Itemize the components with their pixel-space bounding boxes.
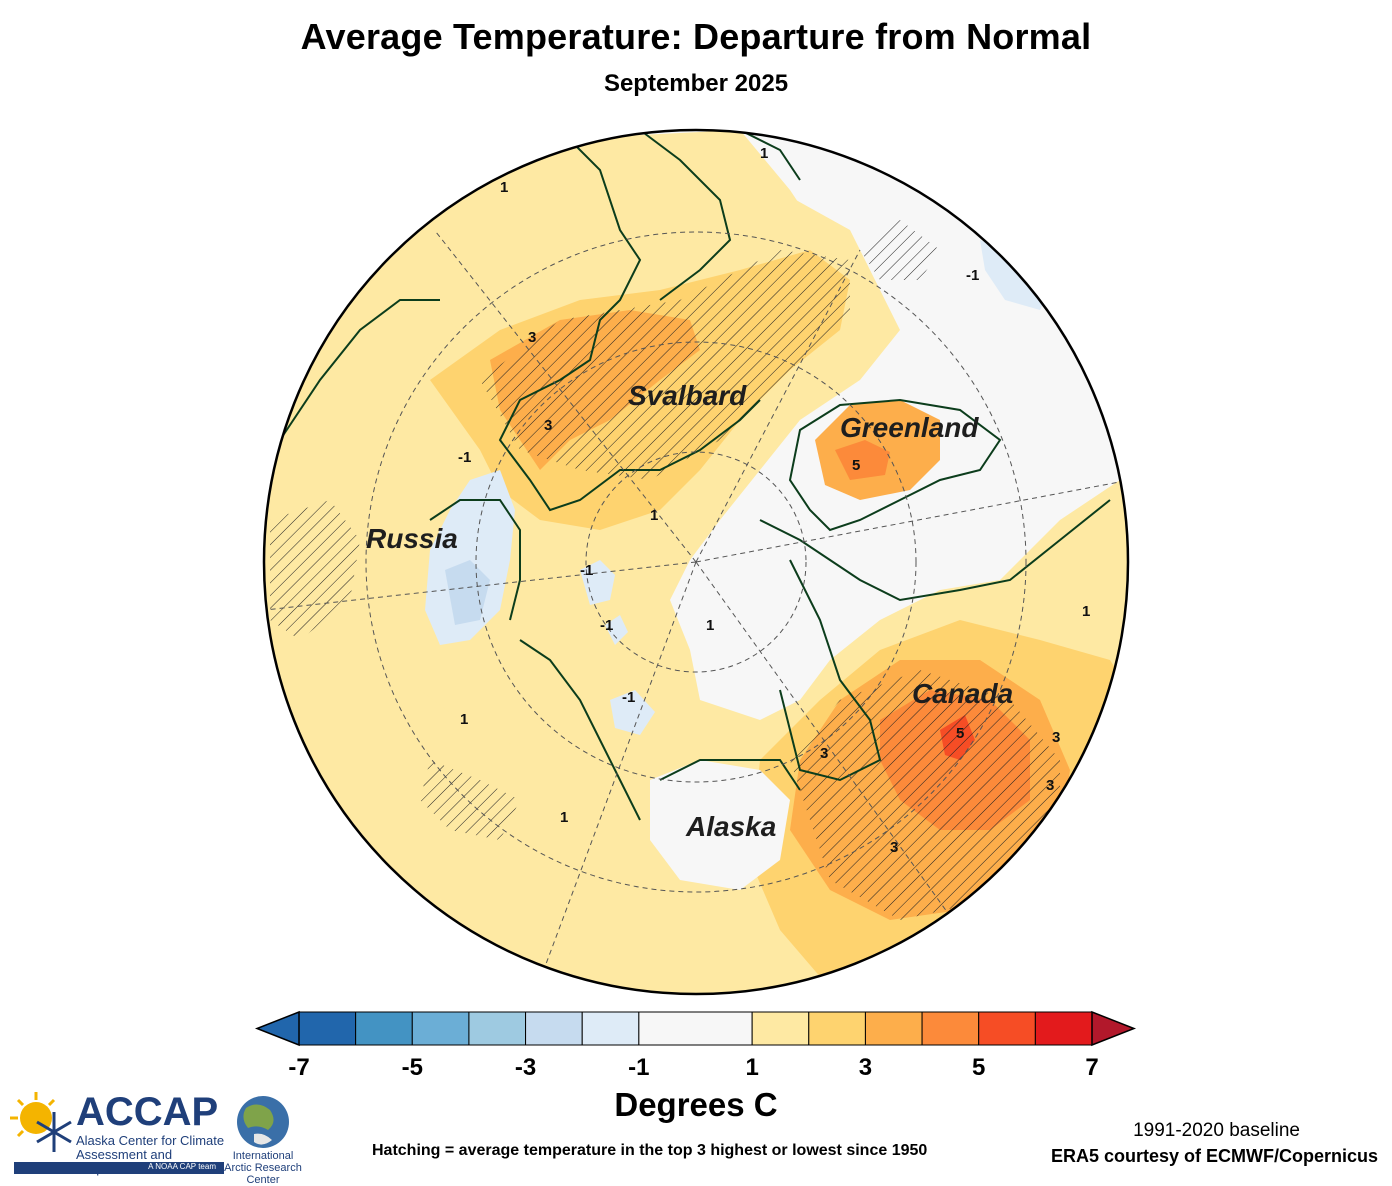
colorbar-tick-label: 1 xyxy=(745,1054,758,1081)
contour-label: 3 xyxy=(528,329,536,346)
contour-label: -1 xyxy=(580,562,593,579)
anomaly-minus1-arctic-b xyxy=(605,615,628,645)
contour-label: -1 xyxy=(458,449,471,466)
iarc-logo: International Arctic Research Center xyxy=(218,1094,308,1186)
contour-label: 5 xyxy=(956,725,964,742)
anomaly-minus1-arctic-a xyxy=(580,560,615,605)
near-normal-alaska xyxy=(650,760,790,890)
map-boundary xyxy=(262,128,1130,996)
contour-label: 1 xyxy=(500,179,508,196)
colorbar-bin xyxy=(921,1011,980,1046)
contour-label: 5 xyxy=(852,457,860,474)
contour-label: 3 xyxy=(890,839,898,856)
colorbar-tick-label: -3 xyxy=(515,1054,536,1081)
polar-map: Svalbard Greenland Russia Canada Alaska … xyxy=(262,128,1130,996)
colorbar-bin xyxy=(581,1011,640,1046)
contour-label: -1 xyxy=(966,267,979,284)
anomaly-minus2-siberia xyxy=(445,560,490,625)
contour-labels: 5 5 3 3 3 3 3 3 1 -1 -1 -1 -1 -1 1 1 1 1… xyxy=(458,145,1090,856)
colorbar-tick-label: 7 xyxy=(1085,1054,1098,1081)
contour-label: -1 xyxy=(600,617,613,634)
map-field xyxy=(264,130,1128,994)
colorbar-title: Degrees C xyxy=(614,1086,778,1123)
colorbar-bin xyxy=(525,1011,583,1046)
near-normal-beaufort xyxy=(725,580,772,640)
anomaly-minus1-siberia xyxy=(425,470,515,645)
colorbar-bin xyxy=(638,1011,753,1046)
anomaly-plus1-siberia xyxy=(264,300,640,994)
contour-label: 1 xyxy=(760,145,768,162)
sun-snowflake-icon xyxy=(10,1092,72,1152)
colorbar: -7 -5 -3 -1 1 3 5 7 xyxy=(254,1010,1137,1081)
accap-name: ACCAP xyxy=(76,1090,219,1134)
contour-label: 3 xyxy=(544,417,552,434)
colorbar-bin xyxy=(411,1011,470,1046)
map-title: Average Temperature: Departure from Norm… xyxy=(300,16,1092,57)
region-label-canada: Canada xyxy=(912,678,1013,709)
baseline-note: 1991-2020 baseline xyxy=(1133,1120,1300,1141)
graticule xyxy=(264,231,1128,981)
contour-label: 1 xyxy=(706,617,714,634)
accap-tag-bar: A NOAA CAP team xyxy=(14,1162,224,1174)
colorbar-bin xyxy=(751,1011,810,1046)
record-hatching xyxy=(270,220,1060,920)
colorbar-bin xyxy=(978,1011,1036,1046)
contour-label: 1 xyxy=(1082,603,1090,620)
region-label-greenland: Greenland xyxy=(840,412,979,443)
source-credit: ERA5 courtesy of ECMWF/Copernicus xyxy=(1050,1146,1378,1166)
region-label-svalbard: Svalbard xyxy=(628,380,747,411)
accap-tag: A NOAA CAP team xyxy=(148,1162,216,1171)
colorbar-bin xyxy=(864,1011,923,1046)
globe-icon xyxy=(237,1096,289,1148)
contour-label: 1 xyxy=(650,507,658,524)
colorbar-tick-label: -1 xyxy=(628,1054,649,1081)
colorbar-tick-label: -5 xyxy=(402,1054,423,1081)
colorbar-tick-label: 5 xyxy=(972,1054,985,1081)
contour-label: 1 xyxy=(560,809,568,826)
contour-label: 3 xyxy=(1046,777,1054,794)
colorbar-ticks: -7 -5 -3 -1 1 3 5 7 xyxy=(288,1054,1098,1081)
contour-label: -1 xyxy=(622,689,635,706)
iarc-name: International Arctic Research Center xyxy=(224,1150,302,1186)
colorbar-under-arrow xyxy=(254,1010,300,1047)
colorbar-over-arrow xyxy=(1091,1010,1137,1047)
contour-label: 1 xyxy=(460,711,468,728)
map-subtitle: September 2025 xyxy=(603,70,789,97)
region-label-russia: Russia xyxy=(366,523,458,554)
contour-label: 3 xyxy=(820,745,828,762)
hatching-note: Hatching = average temperature in the to… xyxy=(372,1142,928,1159)
accap-logo: ACCAP Alaska Center for Climate Assessme… xyxy=(10,1090,225,1176)
colorbar-bin xyxy=(808,1011,866,1046)
colorbar-bins xyxy=(298,1011,1093,1046)
colorbar-bin xyxy=(1034,1011,1093,1046)
coastlines xyxy=(279,130,1111,821)
colorbar-tick-label: -7 xyxy=(288,1054,309,1081)
colorbar-bin xyxy=(468,1011,527,1046)
anomaly-plus4-greenland xyxy=(835,440,890,480)
colorbar-tick-label: 3 xyxy=(859,1054,872,1081)
region-label-alaska: Alaska xyxy=(685,811,776,842)
colorbar-bin xyxy=(298,1011,357,1046)
colorbar-bin xyxy=(355,1011,413,1046)
contour-label: 3 xyxy=(1052,729,1060,746)
